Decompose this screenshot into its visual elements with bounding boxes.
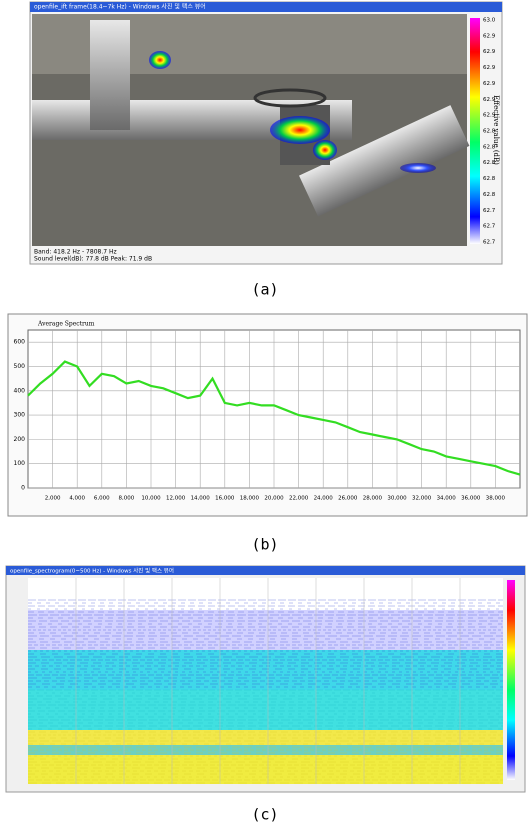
colorbar-tick-label: 62.7 [483,240,496,246]
x-tick-label: 4,000 [69,496,85,502]
colorbar [470,18,480,244]
panel-b: Average Spectrum 0 100 200 300 400 500 600 2,00… [8,314,527,554]
x-tick-label: 22,000 [289,496,309,502]
colorbar-tick-label: 62.9 [483,49,496,55]
colorbar-tick-label: 62.7 [483,224,496,230]
x-tick-label: 36,000 [461,496,481,502]
y-tick-label: 300 [14,412,26,419]
y-tick-label: 400 [14,387,26,394]
window-title: openfile_spectrogram(0~500 Hz) - Windows… [10,567,174,575]
pipe [90,20,130,130]
colorbar-tick-label: 62.7 [483,208,496,214]
chart-title: Average Spectrum [37,321,95,328]
status-text: Sound level(dB): 77.8 dB Peak: 71.9 dB [34,256,152,263]
hotspot [270,116,330,144]
x-tick-label: 30,000 [387,496,407,502]
hotspot [313,140,337,160]
x-tick-label: 18,000 [240,496,260,502]
y-tick-label: 200 [14,436,26,443]
panel-a: openfile_ift frame(18.4~7k Hz) - Windows… [30,2,502,299]
x-tick-label: 6,000 [94,496,110,502]
colorbar-tick-label: 63.0 [483,18,496,24]
x-tick-label: 2,000 [45,496,61,502]
panel-c: openfile_spectrogram(0~500 Hz) - Windows… [6,566,525,824]
x-tick-label: 14,000 [191,496,211,502]
x-tick-label: 28,000 [363,496,383,502]
colorbar-tick-label: 62.9 [483,81,496,87]
caption: (a) [251,281,278,299]
colorbar [507,580,515,780]
y-tick-label: 500 [14,363,26,370]
y-tick-label: 100 [14,460,26,467]
spectrogram-band [28,755,503,784]
x-tick-label: 16,000 [215,496,235,502]
colorbar-tick-label: 62.8 [483,176,496,182]
colorbar-tick-label: 62.9 [483,65,496,71]
x-tick-label: 20,000 [264,496,284,502]
x-tick-label: 26,000 [338,496,358,502]
hotspot [400,163,436,173]
window-title: openfile_ift frame(18.4~7k Hz) - Windows… [34,3,206,11]
colorbar-tick-label: 62.9 [483,33,496,39]
y-tick-label: 0 [21,485,25,492]
x-tick-label: 24,000 [314,496,334,502]
colorbar-label: Effective value (dB) [492,95,500,165]
x-tick-label: 12,000 [166,496,186,502]
x-tick-label: 8,000 [119,496,135,502]
status-text: Band: 418.2 Hz - 7808.7 Hz [34,249,117,256]
y-tick-label: 600 [14,339,26,346]
caption: (c) [251,806,278,824]
x-tick-label: 32,000 [412,496,432,502]
caption: (b) [251,536,278,554]
hotspot [149,51,171,69]
colorbar-tick-label: 62.8 [483,192,496,198]
x-tick-label: 38,000 [486,496,506,502]
x-tick-label: 34,000 [437,496,457,502]
x-tick-label: 10,000 [141,496,161,502]
figure: openfile_ift frame(18.4~7k Hz) - Windows… [0,0,531,826]
